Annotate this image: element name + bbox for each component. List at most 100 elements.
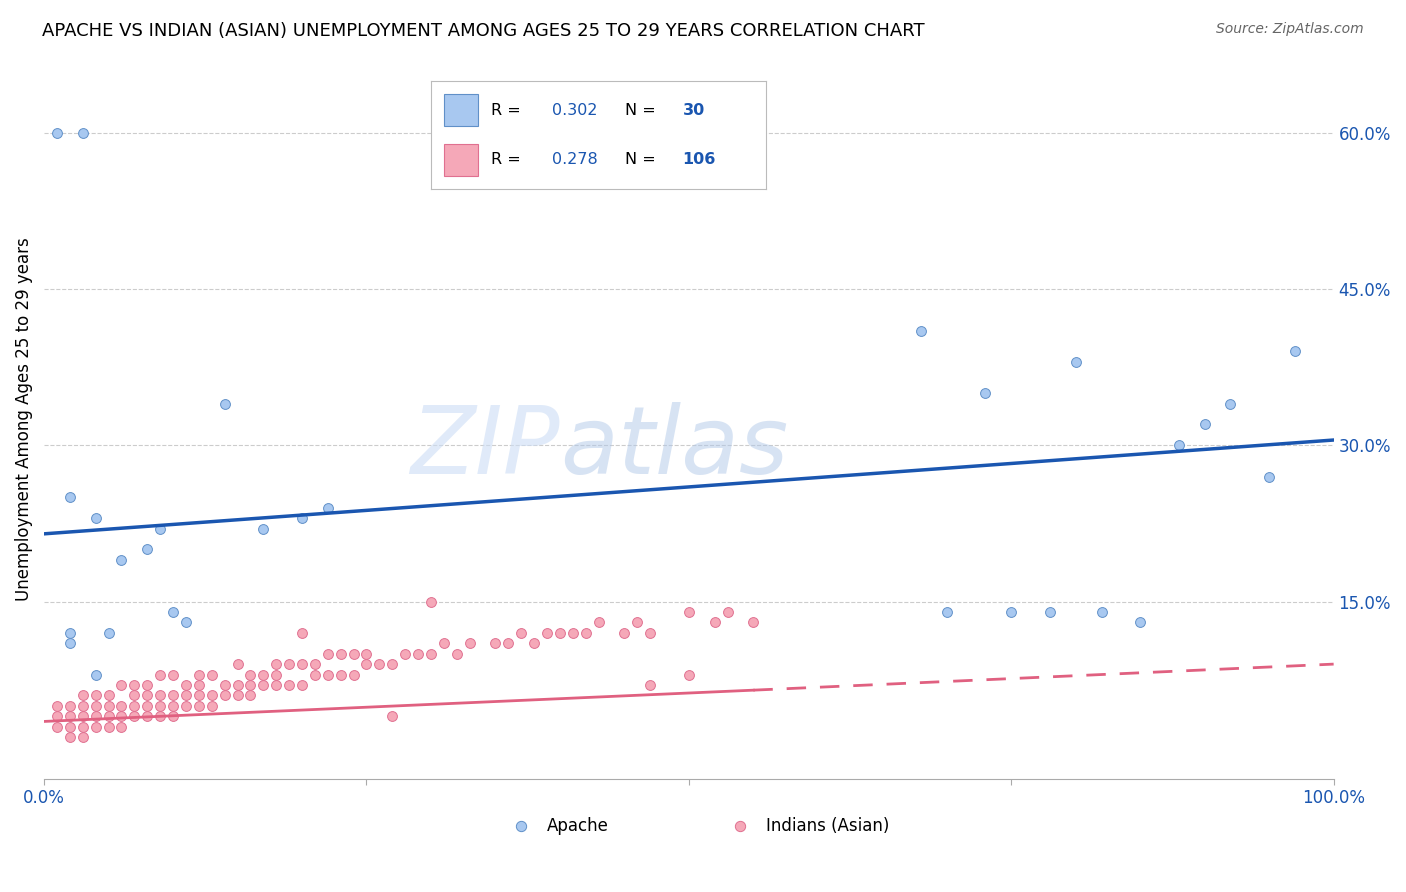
- Point: [110, 709, 132, 723]
- Point: [342, 667, 364, 681]
- Point: [1258, 469, 1281, 483]
- Point: [742, 615, 765, 630]
- Point: [59, 636, 82, 650]
- Point: [124, 689, 146, 703]
- Point: [498, 636, 520, 650]
- Point: [72, 720, 94, 734]
- Point: [356, 657, 378, 672]
- Y-axis label: Unemployment Among Ages 25 to 29 years: Unemployment Among Ages 25 to 29 years: [15, 237, 32, 601]
- Point: [187, 689, 209, 703]
- Text: atlas: atlas: [560, 402, 789, 493]
- Point: [368, 657, 391, 672]
- Point: [187, 698, 209, 713]
- Point: [974, 386, 997, 401]
- Point: [72, 730, 94, 744]
- Point: [226, 689, 249, 703]
- Point: [110, 698, 132, 713]
- Point: [316, 647, 339, 661]
- Point: [174, 615, 197, 630]
- Point: [1167, 438, 1189, 452]
- Point: [46, 698, 69, 713]
- Point: [1000, 605, 1022, 619]
- Point: [97, 625, 120, 640]
- Point: [84, 511, 107, 525]
- Point: [561, 625, 583, 640]
- Point: [201, 698, 224, 713]
- Point: [329, 667, 352, 681]
- Point: [1219, 396, 1241, 410]
- Point: [510, 819, 533, 833]
- Text: ZIP: ZIP: [411, 402, 560, 493]
- Point: [187, 667, 209, 681]
- Point: [72, 126, 94, 140]
- Point: [124, 698, 146, 713]
- Point: [239, 667, 262, 681]
- Point: [381, 709, 404, 723]
- Point: [59, 491, 82, 505]
- Point: [124, 709, 146, 723]
- Point: [678, 667, 700, 681]
- Point: [97, 698, 120, 713]
- Point: [420, 594, 443, 608]
- Point: [110, 720, 132, 734]
- Point: [136, 678, 159, 692]
- Point: [84, 689, 107, 703]
- Text: Indians (Asian): Indians (Asian): [766, 816, 890, 835]
- Point: [72, 698, 94, 713]
- Point: [84, 698, 107, 713]
- Point: [136, 709, 159, 723]
- Point: [214, 689, 236, 703]
- Point: [433, 636, 456, 650]
- Point: [201, 689, 224, 703]
- Point: [46, 126, 69, 140]
- Point: [329, 647, 352, 661]
- Point: [446, 647, 468, 661]
- Point: [304, 667, 326, 681]
- Point: [264, 657, 287, 672]
- Point: [46, 720, 69, 734]
- Point: [59, 625, 82, 640]
- Point: [264, 667, 287, 681]
- Point: [239, 678, 262, 692]
- Point: [174, 698, 197, 713]
- Point: [291, 511, 314, 525]
- Point: [72, 689, 94, 703]
- Text: Apache: Apache: [547, 816, 609, 835]
- Point: [342, 647, 364, 661]
- Point: [910, 324, 932, 338]
- Point: [149, 522, 172, 536]
- Point: [214, 396, 236, 410]
- Point: [162, 605, 184, 619]
- Point: [588, 615, 610, 630]
- Point: [716, 605, 738, 619]
- Point: [149, 709, 172, 723]
- Point: [162, 689, 184, 703]
- Point: [703, 615, 725, 630]
- Point: [291, 678, 314, 692]
- Point: [59, 698, 82, 713]
- Point: [394, 647, 416, 661]
- Point: [381, 657, 404, 672]
- Point: [304, 657, 326, 672]
- Point: [316, 500, 339, 515]
- Point: [162, 709, 184, 723]
- Point: [149, 689, 172, 703]
- Point: [252, 667, 274, 681]
- Point: [1129, 615, 1152, 630]
- Point: [84, 709, 107, 723]
- Point: [613, 625, 636, 640]
- Point: [46, 709, 69, 723]
- Point: [264, 678, 287, 692]
- Point: [278, 657, 301, 672]
- Point: [626, 615, 648, 630]
- Point: [174, 678, 197, 692]
- Point: [536, 625, 558, 640]
- Point: [110, 553, 132, 567]
- Point: [1194, 417, 1216, 432]
- Point: [226, 657, 249, 672]
- Point: [59, 730, 82, 744]
- Point: [149, 698, 172, 713]
- Text: APACHE VS INDIAN (ASIAN) UNEMPLOYMENT AMONG AGES 25 TO 29 YEARS CORRELATION CHAR: APACHE VS INDIAN (ASIAN) UNEMPLOYMENT AM…: [42, 22, 925, 40]
- Point: [638, 678, 661, 692]
- Point: [291, 657, 314, 672]
